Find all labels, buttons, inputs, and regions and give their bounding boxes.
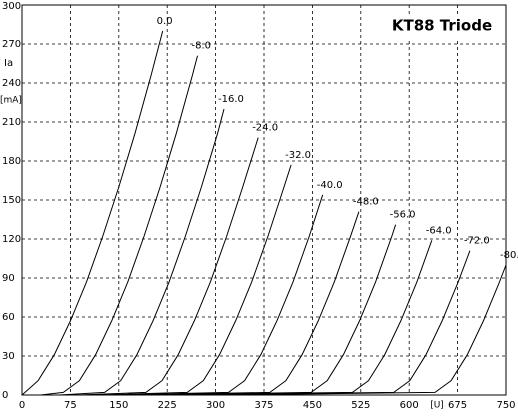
curve bbox=[114, 194, 324, 396]
x-tick-label: 375 bbox=[254, 400, 273, 411]
curve bbox=[77, 137, 259, 396]
y-tick-label: 60 bbox=[2, 312, 15, 323]
x-tick-label: 300 bbox=[206, 400, 225, 411]
y-unit-box bbox=[0, 93, 21, 107]
chart-title: KT88 Triode bbox=[392, 17, 492, 35]
curve-label: -80.0 bbox=[500, 250, 518, 261]
y-tick-label: 90 bbox=[2, 273, 15, 284]
curve bbox=[40, 55, 198, 396]
x-label: [U] bbox=[430, 401, 444, 411]
curve-label: -24.0 bbox=[252, 123, 278, 134]
y-tick-label: 120 bbox=[2, 234, 21, 245]
plot-frame bbox=[21, 4, 507, 396]
curve-label: 0.0 bbox=[157, 16, 173, 27]
x-tick-label: 225 bbox=[158, 400, 177, 411]
x-tick-label: 675 bbox=[448, 400, 467, 411]
curve bbox=[170, 240, 433, 396]
x-tick-label: 75 bbox=[64, 400, 77, 411]
curve-label: -64.0 bbox=[426, 225, 452, 236]
x-tick-label: 0 bbox=[19, 400, 25, 411]
y-tick-label: 270 bbox=[2, 39, 21, 50]
curve-label: -8.0 bbox=[192, 41, 212, 52]
curve bbox=[152, 224, 397, 396]
x-tick-label: 600 bbox=[400, 400, 419, 411]
curve bbox=[21, 30, 164, 396]
y-tick-label: 180 bbox=[2, 156, 21, 167]
curve bbox=[207, 264, 507, 396]
y-tick-label: 300 bbox=[2, 1, 21, 12]
curve-label: -40.0 bbox=[317, 180, 343, 191]
y-tick-label: 30 bbox=[2, 351, 15, 362]
x-tick-label: 150 bbox=[109, 400, 128, 411]
x-tick-label: 525 bbox=[351, 400, 370, 411]
y-unit: [mA] bbox=[0, 96, 22, 106]
y-tick-label: 210 bbox=[2, 117, 21, 128]
x-tick-label: 750 bbox=[496, 400, 515, 411]
y-tick-label: 240 bbox=[2, 78, 21, 89]
curves bbox=[21, 30, 507, 396]
curve-label: -56.0 bbox=[390, 210, 416, 221]
y-label-box bbox=[2, 56, 21, 70]
curve-label: -48.0 bbox=[353, 197, 379, 208]
y-tick-label: 150 bbox=[2, 195, 21, 206]
curve bbox=[133, 211, 360, 396]
x-tick-label: 450 bbox=[303, 400, 322, 411]
y-label: Ia bbox=[4, 58, 13, 69]
y-tick-label: 0 bbox=[2, 390, 8, 401]
curve-label: -72.0 bbox=[464, 236, 490, 247]
curve-label: -16.0 bbox=[218, 94, 244, 105]
curve bbox=[96, 164, 292, 396]
curve bbox=[59, 108, 225, 396]
title-box bbox=[388, 14, 496, 38]
curve-label: -32.0 bbox=[285, 150, 311, 161]
